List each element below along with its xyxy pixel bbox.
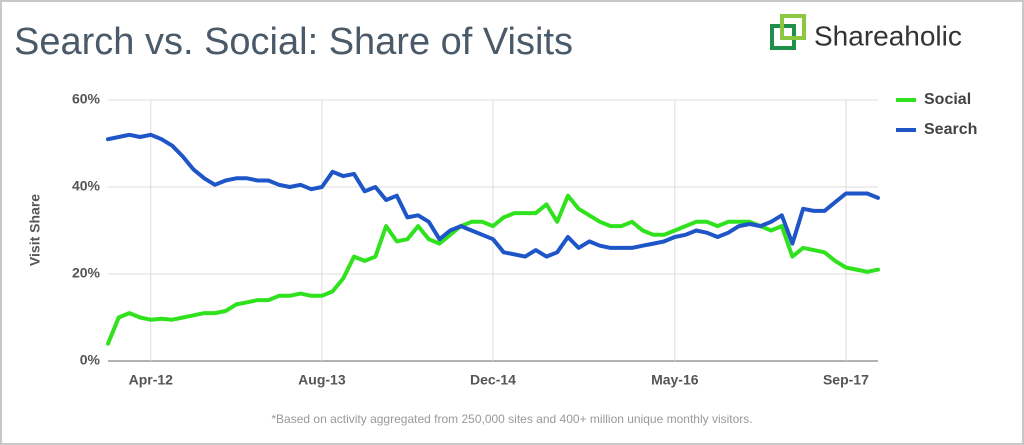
x-tick-label: Aug-13 <box>298 372 346 388</box>
logo <box>770 14 806 50</box>
x-tick-label: Sep-17 <box>823 372 869 388</box>
series-line <box>106 193 880 346</box>
chart-title: Search vs. Social: Share of Visits <box>14 21 573 63</box>
x-tick-label: Dec-14 <box>470 372 516 388</box>
legend-label: Social <box>924 91 971 108</box>
logo-square <box>780 14 806 40</box>
footnote: *Based on activity aggregated from 250,0… <box>271 412 752 426</box>
y-tick-label: 40% <box>72 178 101 194</box>
x-tick-label: May-16 <box>651 372 699 388</box>
legend-label: Search <box>924 121 977 138</box>
y-axis-label: Visit Share <box>27 194 43 266</box>
brand: Shareaholic <box>814 20 962 51</box>
y-tick-label: 0% <box>80 352 101 368</box>
x-tick-label: Apr-12 <box>129 372 174 388</box>
y-tick-label: 20% <box>72 265 101 281</box>
y-tick-label: 60% <box>72 91 101 107</box>
series-line <box>106 132 880 259</box>
